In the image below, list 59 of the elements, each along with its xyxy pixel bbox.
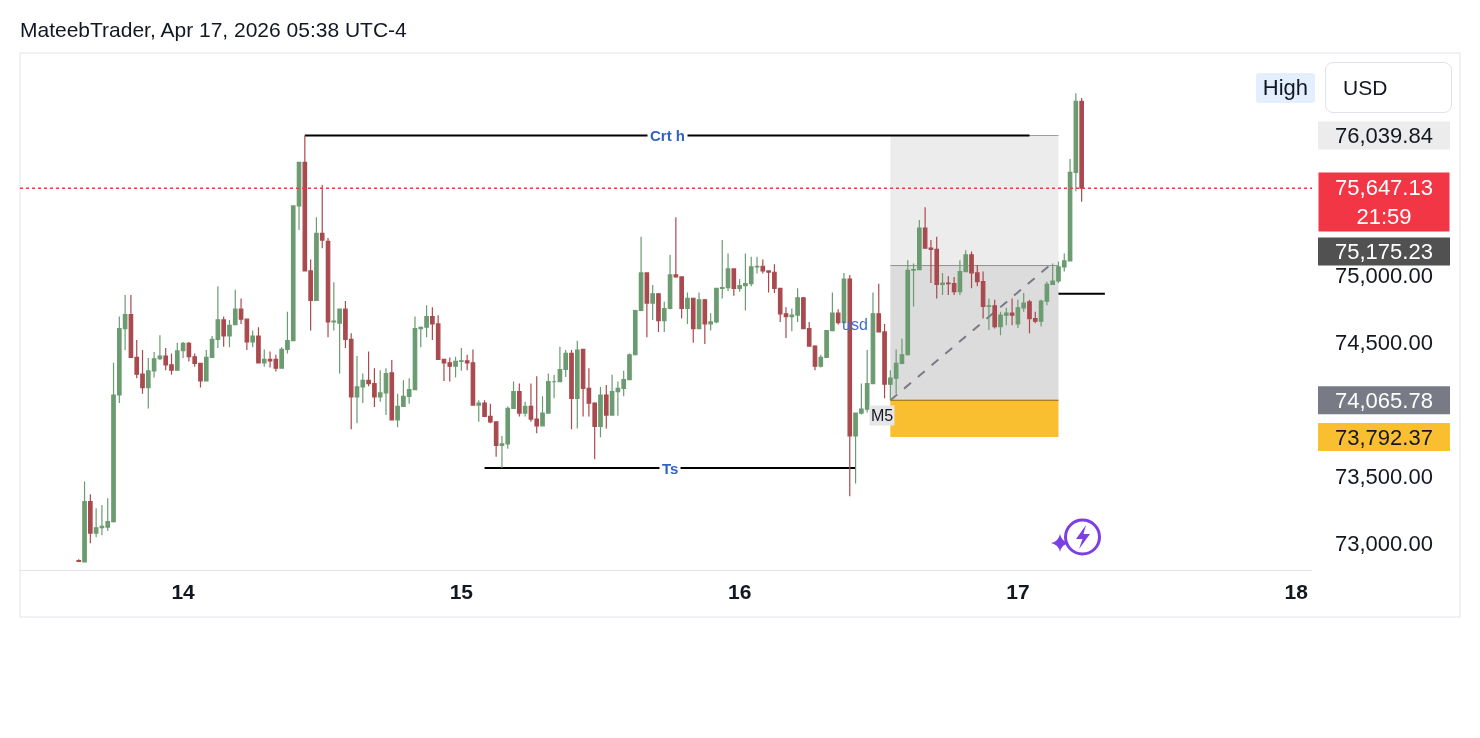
annotation: High	[1255, 72, 1315, 103]
candlestick	[227, 319, 232, 348]
candlestick	[992, 299, 998, 330]
currency-field: USD	[1325, 62, 1452, 113]
candlestick	[517, 382, 522, 418]
candlestick	[82, 480, 87, 563]
x-tick-label: 15	[449, 580, 474, 604]
candlestick	[731, 267, 737, 297]
candlestick	[250, 330, 255, 348]
candlestick	[1079, 97, 1084, 203]
candlestick	[261, 348, 267, 368]
candlestick	[650, 284, 655, 321]
candlestick	[232, 289, 238, 326]
series-label: Crt h	[650, 127, 685, 144]
candlestick	[696, 291, 702, 330]
candlestick	[522, 401, 528, 418]
y2-tick-label: 75,175.23	[1335, 239, 1433, 265]
ref-line-label: 75,647.13 21:59	[1335, 175, 1433, 229]
x-tick-label: 17	[1006, 580, 1030, 604]
candlestick	[986, 297, 992, 331]
y-tick-label: 73,500.00	[1335, 463, 1433, 489]
candlestick	[319, 184, 325, 249]
y-tick-label: 73,000.00	[1335, 530, 1433, 556]
y-tick-label: 75,000.00	[1335, 262, 1433, 288]
x-tick-label: 16	[727, 580, 752, 604]
y2-tick-label: 74,065.78	[1335, 387, 1433, 413]
candlestick	[389, 359, 395, 421]
candlestick	[76, 558, 82, 563]
annotation: M5	[871, 407, 894, 424]
candlestick	[685, 291, 690, 325]
series-label: Ts	[662, 460, 679, 477]
candlestick	[569, 349, 574, 430]
candlestick	[221, 315, 226, 348]
candlestick	[256, 326, 261, 364]
candlestick	[940, 272, 945, 296]
candlestick	[656, 292, 661, 333]
candlestick	[314, 216, 319, 302]
candlestick	[325, 237, 331, 338]
candlestick	[690, 297, 696, 344]
candlestick	[574, 340, 580, 430]
chart-title: MateebTrader, Apr 17, 2026 05:38 UTC-4	[20, 18, 408, 42]
y-tick-label: 74,500.00	[1335, 329, 1433, 355]
x-tick-label: 18	[1284, 580, 1309, 604]
candlestick	[1009, 297, 1015, 326]
candlestick	[598, 386, 603, 438]
x-tick-label: 14	[171, 580, 196, 604]
candlestick	[88, 493, 93, 544]
candlestick	[157, 334, 163, 360]
candlestick	[580, 348, 586, 418]
candlestick	[215, 285, 221, 349]
candlestick	[1038, 299, 1044, 328]
candlestick	[609, 374, 615, 417]
candlestick	[644, 271, 650, 338]
candlestick	[835, 308, 841, 326]
candlestick	[702, 298, 708, 345]
candlestick	[476, 399, 482, 423]
y2-tick-label: 73,792.37	[1335, 424, 1433, 450]
candlestick	[603, 384, 609, 430]
y2-tick-label: 76,039.84	[1335, 123, 1433, 149]
